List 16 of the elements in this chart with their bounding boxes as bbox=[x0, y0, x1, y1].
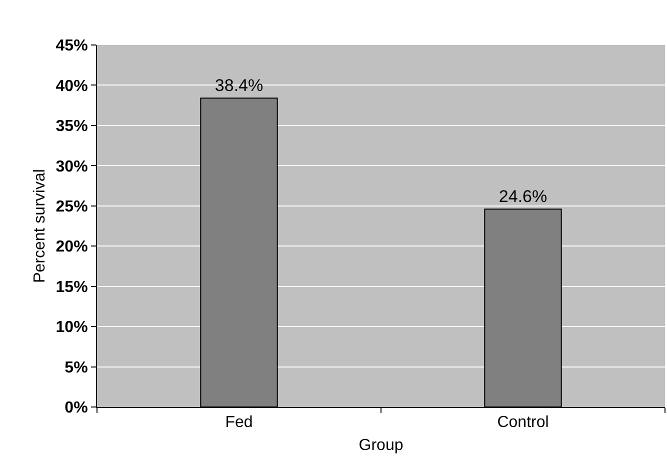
data-label: 38.4% bbox=[214, 76, 264, 96]
y-tick-label: 25% bbox=[56, 198, 88, 216]
y-tick-label: 40% bbox=[56, 78, 88, 95]
y-tick-label: 0% bbox=[64, 400, 88, 417]
x-axis-title: Group bbox=[358, 436, 404, 454]
y-tick-label: 35% bbox=[56, 118, 88, 136]
x-tick-label: Control bbox=[497, 414, 549, 432]
y-tick-label: 30% bbox=[56, 158, 88, 176]
y-tick-label: 5% bbox=[64, 359, 88, 376]
x-tick-label: Fed bbox=[225, 414, 253, 432]
y-axis-title: Percent survival bbox=[32, 169, 49, 283]
y-tick-label: 45% bbox=[56, 38, 88, 55]
data-label: 24.6% bbox=[498, 187, 548, 206]
y-tick-label: 20% bbox=[56, 238, 88, 256]
y-tick-label: 10% bbox=[56, 319, 88, 336]
y-tick-label: 15% bbox=[56, 278, 88, 296]
